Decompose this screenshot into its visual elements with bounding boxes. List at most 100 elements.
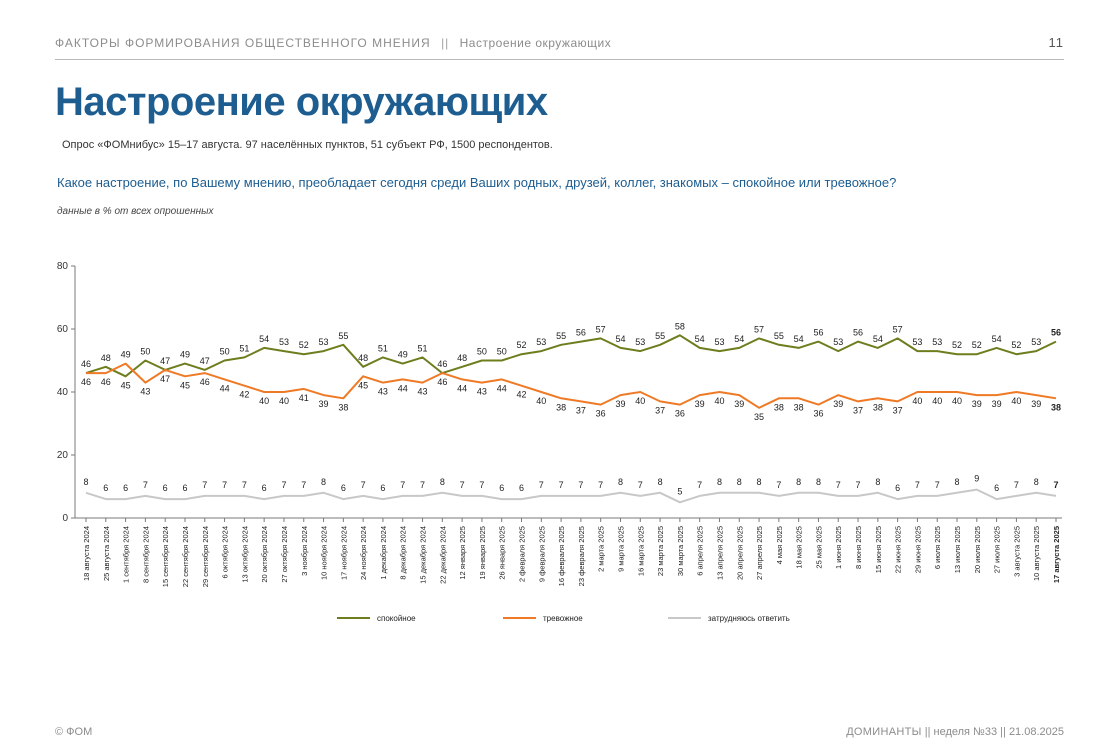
- y-tick-label: 20: [57, 450, 69, 461]
- legend-label: тревожное: [543, 614, 583, 623]
- x-tick-label: 27 июля 2025: [993, 526, 1002, 573]
- data-label-undecided: 6: [499, 483, 504, 493]
- page-header: ФАКТОРЫ ФОРМИРОВАНИЯ ОБЩЕСТВЕННОГО МНЕНИ…: [55, 36, 611, 50]
- data-label-undecided: 7: [202, 480, 207, 490]
- data-label-undecided: 7: [559, 480, 564, 490]
- footer-brand: ДОМИНАНТЫ: [846, 726, 922, 738]
- x-tick-label: 2 февраля 2025: [518, 526, 527, 582]
- data-label-undecided: 7: [598, 480, 603, 490]
- series-line-undecided: [85, 488, 1057, 504]
- data-label-calm: 50: [477, 347, 487, 357]
- data-label-calm: 46: [437, 359, 447, 369]
- data-label-undecided: 7: [935, 480, 940, 490]
- x-tick-label: 23 февраля 2025: [577, 526, 586, 586]
- x-tick-label: 4 мая 2025: [775, 526, 784, 564]
- x-tick-label: 15 июня 2025: [874, 526, 883, 573]
- data-label-calm: 53: [319, 337, 329, 347]
- x-tick-label: 16 февраля 2025: [557, 526, 566, 586]
- data-label-calm: 52: [952, 340, 962, 350]
- x-tick-label: 6 июля 2025: [933, 526, 942, 569]
- data-label-undecided: 6: [103, 483, 108, 493]
- footer-issue: неделя №33: [933, 726, 998, 738]
- data-label-calm: 53: [932, 337, 942, 347]
- data-label-anxious: 39: [319, 399, 329, 409]
- legend-label: спокойное: [377, 614, 416, 623]
- page-title: Настроение окружающих: [55, 80, 548, 124]
- data-label-anxious: 39: [992, 399, 1002, 409]
- data-label-anxious: 44: [457, 383, 467, 393]
- data-label-anxious: 46: [437, 377, 447, 387]
- x-tick-label: 25 мая 2025: [814, 526, 823, 569]
- data-label-calm: 56: [576, 328, 586, 338]
- data-label-calm: 52: [972, 340, 982, 350]
- page-number: 11: [1048, 35, 1064, 50]
- data-label-calm: 56: [853, 328, 863, 338]
- data-label-anxious: 40: [932, 396, 942, 406]
- data-label-undecided: 5: [677, 486, 682, 496]
- x-tick-label: 17 ноября 2024: [339, 526, 348, 580]
- series-line-anxious: [86, 362, 1057, 409]
- data-label-undecided: 7: [400, 480, 405, 490]
- data-label-undecided: 6: [380, 483, 385, 493]
- data-label-undecided: 8: [796, 477, 801, 487]
- data-label-anxious: 37: [893, 405, 903, 415]
- data-label-undecided: 7: [776, 480, 781, 490]
- data-label-anxious: 44: [220, 383, 230, 393]
- x-tick-label: 8 декабря 2024: [399, 526, 408, 580]
- x-tick-label: 1 сентября 2024: [122, 526, 131, 583]
- data-label-anxious: 46: [81, 377, 91, 387]
- data-label-calm: 49: [180, 350, 190, 360]
- data-label-calm: 45: [121, 380, 131, 390]
- data-label-calm: 55: [556, 331, 566, 341]
- data-note: данные в % от всех опрошенных: [57, 206, 214, 217]
- y-tick-label: 0: [62, 513, 68, 524]
- legend-label: затрудняюсь ответить: [708, 614, 790, 623]
- data-label-calm: 58: [675, 321, 685, 331]
- x-tick-label: 9 февраля 2025: [537, 526, 546, 582]
- data-label-anxious: 45: [180, 380, 190, 390]
- survey-question: Какое настроение, по Вашему мнению, прео…: [57, 175, 897, 190]
- data-label-calm: 53: [536, 337, 546, 347]
- data-label-undecided: 7: [301, 480, 306, 490]
- x-tick-label: 3 ноября 2024: [300, 526, 309, 576]
- data-label-undecided: 7: [638, 480, 643, 490]
- data-label-calm: 50: [220, 347, 230, 357]
- data-label-calm: 47: [160, 356, 170, 366]
- copyright: © ФОМ: [55, 726, 93, 738]
- data-label-undecided: 8: [321, 477, 326, 487]
- x-tick-label: 20 октября 2024: [260, 526, 269, 583]
- data-label-undecided: 6: [123, 483, 128, 493]
- x-tick-label: 27 октября 2024: [280, 526, 289, 583]
- y-tick-label: 60: [57, 324, 69, 335]
- data-label-undecided: 8: [737, 477, 742, 487]
- data-label-undecided: 7: [836, 480, 841, 490]
- data-label-undecided: 7: [420, 480, 425, 490]
- data-label-undecided: 8: [658, 477, 663, 487]
- data-label-anxious: 44: [497, 383, 507, 393]
- data-label-anxious: 40: [635, 396, 645, 406]
- data-label-anxious: 43: [140, 387, 150, 397]
- data-label-calm: 51: [239, 343, 249, 353]
- data-label-calm: 53: [279, 337, 289, 347]
- data-label-calm: 54: [873, 334, 883, 344]
- data-label-calm: 53: [714, 337, 724, 347]
- data-label-calm: 54: [794, 334, 804, 344]
- footer-separator: ||: [1000, 726, 1006, 738]
- data-label-anxious: 40: [912, 396, 922, 406]
- data-label-undecided: 6: [341, 483, 346, 493]
- data-label-undecided: 6: [182, 483, 187, 493]
- data-label-calm: 50: [497, 347, 507, 357]
- data-label-undecided: 7: [281, 480, 286, 490]
- data-label-calm: 53: [1031, 337, 1041, 347]
- x-tick-label: 22 июня 2025: [894, 526, 903, 573]
- data-label-anxious: 38: [338, 402, 348, 412]
- data-label-undecided: 9: [974, 474, 979, 484]
- data-label-anxious: 39: [972, 399, 982, 409]
- data-label-calm: 56: [1051, 328, 1061, 338]
- data-label-anxious: 39: [833, 399, 843, 409]
- data-label-anxious: 36: [596, 409, 606, 419]
- data-label-anxious: 40: [952, 396, 962, 406]
- x-tick-label: 29 июня 2025: [913, 526, 922, 573]
- data-label-anxious: 38: [873, 402, 883, 412]
- x-tick-label: 19 января 2025: [478, 526, 487, 580]
